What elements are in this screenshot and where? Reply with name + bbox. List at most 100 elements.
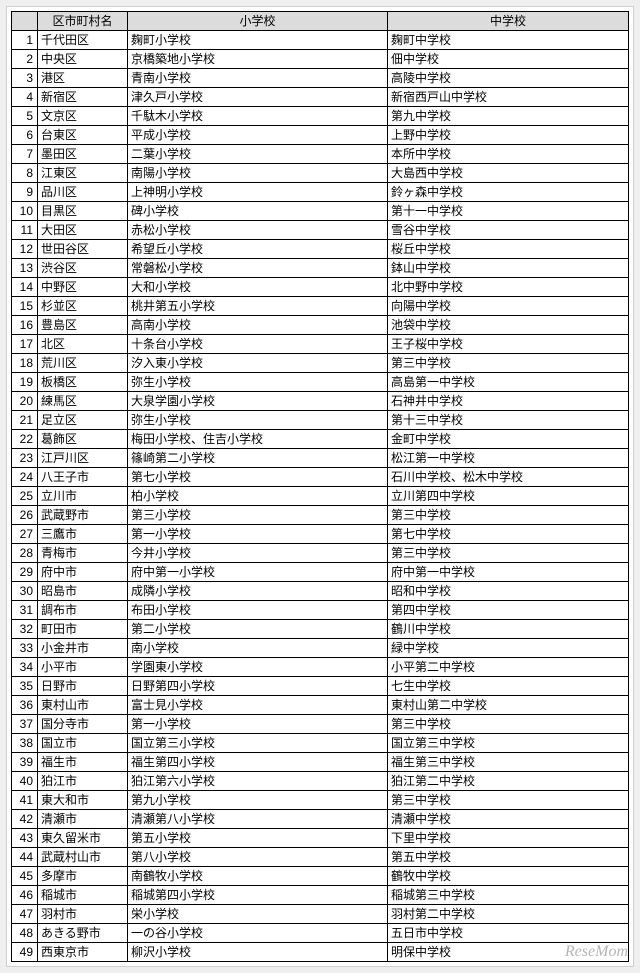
cell-ward: 武蔵村山市 <box>38 848 128 867</box>
cell-jhs: 高島第一中学校 <box>388 373 629 392</box>
cell-elementary: 高南小学校 <box>128 316 388 335</box>
table-row: 36東村山市富士見小学校東村山第二中学校 <box>12 696 629 715</box>
cell-elementary: 第五小学校 <box>128 829 388 848</box>
cell-jhs: 第三中学校 <box>388 715 629 734</box>
cell-elementary: 富士見小学校 <box>128 696 388 715</box>
cell-jhs: 佃中学校 <box>388 50 629 69</box>
cell-ward: 葛飾区 <box>38 430 128 449</box>
table-row: 11大田区赤松小学校雪谷中学校 <box>12 221 629 240</box>
cell-number: 25 <box>12 487 38 506</box>
cell-number: 17 <box>12 335 38 354</box>
cell-jhs: 第三中学校 <box>388 544 629 563</box>
cell-number: 42 <box>12 810 38 829</box>
cell-number: 16 <box>12 316 38 335</box>
cell-elementary: 大泉学園小学校 <box>128 392 388 411</box>
table-row: 16豊島区高南小学校池袋中学校 <box>12 316 629 335</box>
table-row: 19板橋区弥生小学校高島第一中学校 <box>12 373 629 392</box>
cell-ward: 江東区 <box>38 164 128 183</box>
cell-jhs: 石川中学校、松木中学校 <box>388 468 629 487</box>
cell-jhs: 国立第三中学校 <box>388 734 629 753</box>
cell-number: 29 <box>12 563 38 582</box>
cell-elementary: 第二小学校 <box>128 620 388 639</box>
cell-number: 19 <box>12 373 38 392</box>
cell-ward: 東久留米市 <box>38 829 128 848</box>
cell-elementary: 青南小学校 <box>128 69 388 88</box>
cell-jhs: 上野中学校 <box>388 126 629 145</box>
cell-elementary: 第七小学校 <box>128 468 388 487</box>
cell-ward: 昭島市 <box>38 582 128 601</box>
cell-number: 8 <box>12 164 38 183</box>
cell-ward: 墨田区 <box>38 145 128 164</box>
cell-elementary: 篠崎第二小学校 <box>128 449 388 468</box>
table-row: 10目黒区碑小学校第十一中学校 <box>12 202 629 221</box>
cell-jhs: 鉢山中学校 <box>388 259 629 278</box>
cell-ward: 羽村市 <box>38 905 128 924</box>
cell-number: 18 <box>12 354 38 373</box>
cell-ward: 文京区 <box>38 107 128 126</box>
cell-elementary: 成隣小学校 <box>128 582 388 601</box>
table-row: 46稲城市稲城第四小学校稲城第三中学校 <box>12 886 629 905</box>
table-row: 4新宿区津久戸小学校新宿西戸山中学校 <box>12 88 629 107</box>
cell-number: 37 <box>12 715 38 734</box>
cell-elementary: 希望丘小学校 <box>128 240 388 259</box>
cell-jhs: 第九中学校 <box>388 107 629 126</box>
cell-number: 2 <box>12 50 38 69</box>
table-row: 43東久留米市第五小学校下里中学校 <box>12 829 629 848</box>
cell-ward: 大田区 <box>38 221 128 240</box>
cell-jhs: 向陽中学校 <box>388 297 629 316</box>
cell-ward: あきる野市 <box>38 924 128 943</box>
cell-elementary: 柳沢小学校 <box>128 943 388 962</box>
cell-jhs: 桜丘中学校 <box>388 240 629 259</box>
cell-elementary: 桃井第五小学校 <box>128 297 388 316</box>
header-elementary: 小学校 <box>128 12 388 31</box>
cell-jhs: 石神井中学校 <box>388 392 629 411</box>
header-num <box>12 12 38 31</box>
cell-elementary: 第一小学校 <box>128 715 388 734</box>
table-row: 9品川区上神明小学校鈴ヶ森中学校 <box>12 183 629 202</box>
cell-ward: 小金井市 <box>38 639 128 658</box>
cell-elementary: 栄小学校 <box>128 905 388 924</box>
table-row: 32町田市第二小学校鶴川中学校 <box>12 620 629 639</box>
table-row: 21足立区弥生小学校第十三中学校 <box>12 411 629 430</box>
cell-jhs: 第七中学校 <box>388 525 629 544</box>
cell-elementary: 京橋築地小学校 <box>128 50 388 69</box>
cell-number: 41 <box>12 791 38 810</box>
cell-number: 14 <box>12 278 38 297</box>
cell-ward: 福生市 <box>38 753 128 772</box>
cell-jhs: 第十三中学校 <box>388 411 629 430</box>
cell-number: 10 <box>12 202 38 221</box>
cell-elementary: 学園東小学校 <box>128 658 388 677</box>
cell-number: 39 <box>12 753 38 772</box>
cell-jhs: 金町中学校 <box>388 430 629 449</box>
cell-jhs: 鶴川中学校 <box>388 620 629 639</box>
cell-jhs: 第十一中学校 <box>388 202 629 221</box>
cell-ward: 新宿区 <box>38 88 128 107</box>
schools-table: 区市町村名 小学校 中学校 1千代田区麹町小学校麹町中学校2中央区京橋築地小学校… <box>11 11 629 962</box>
cell-jhs: 小平第二中学校 <box>388 658 629 677</box>
table-row: 28青梅市今井小学校第三中学校 <box>12 544 629 563</box>
cell-number: 34 <box>12 658 38 677</box>
table-row: 17北区十条台小学校王子桜中学校 <box>12 335 629 354</box>
cell-jhs: 第四中学校 <box>388 601 629 620</box>
cell-jhs: 府中第一中学校 <box>388 563 629 582</box>
table-row: 8江東区南陽小学校大島西中学校 <box>12 164 629 183</box>
header-row: 区市町村名 小学校 中学校 <box>12 12 629 31</box>
cell-number: 38 <box>12 734 38 753</box>
cell-elementary: 稲城第四小学校 <box>128 886 388 905</box>
table-row: 24八王子市第七小学校石川中学校、松木中学校 <box>12 468 629 487</box>
table-row: 30昭島市成隣小学校昭和中学校 <box>12 582 629 601</box>
table-row: 26武蔵野市第三小学校第三中学校 <box>12 506 629 525</box>
cell-jhs: 北中野中学校 <box>388 278 629 297</box>
cell-jhs: 本所中学校 <box>388 145 629 164</box>
cell-jhs: 下里中学校 <box>388 829 629 848</box>
table-row: 42清瀬市清瀬第八小学校清瀬中学校 <box>12 810 629 829</box>
cell-number: 9 <box>12 183 38 202</box>
cell-elementary: 常磐松小学校 <box>128 259 388 278</box>
cell-elementary: 十条台小学校 <box>128 335 388 354</box>
header-ward: 区市町村名 <box>38 12 128 31</box>
cell-elementary: 今井小学校 <box>128 544 388 563</box>
cell-number: 27 <box>12 525 38 544</box>
cell-elementary: 汐入東小学校 <box>128 354 388 373</box>
cell-jhs: 大島西中学校 <box>388 164 629 183</box>
cell-elementary: 清瀬第八小学校 <box>128 810 388 829</box>
